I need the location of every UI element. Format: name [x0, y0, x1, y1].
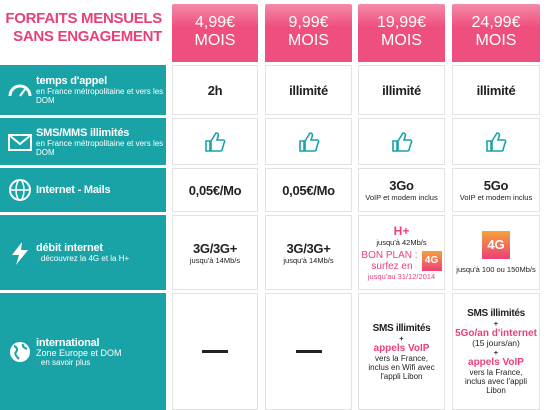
thumb-icon	[486, 131, 507, 152]
cell	[172, 293, 258, 410]
plan-tab: 9,99€ MOIS	[265, 4, 352, 62]
feature-label: débit internetdécouvrez la 4G et la H+	[0, 215, 166, 290]
cell: 2h	[172, 65, 258, 115]
value: 0,05€/Mo	[188, 182, 242, 198]
note: jusqu'à 42Mb/s	[376, 238, 427, 247]
badge: 4G	[482, 231, 510, 259]
cell: illimité	[452, 65, 540, 115]
period: MOIS	[475, 32, 517, 49]
value: SMS illimités	[372, 322, 431, 334]
thumb-icon	[391, 131, 412, 152]
feature-label: SMS/MMS illimités en France métropolitain…	[0, 118, 166, 165]
feature-label: temps d'appel en France métropolitaine et…	[0, 65, 166, 115]
dash	[295, 350, 322, 353]
value: illimité	[382, 82, 421, 98]
value: 3G/3G+	[286, 240, 331, 256]
value: 5Go	[483, 178, 509, 193]
cell: 0,05€/Mo	[265, 168, 352, 212]
value: SMS illimités	[467, 308, 525, 319]
price: 19,99€	[377, 14, 426, 31]
value: 3Go	[389, 178, 414, 193]
value: appels VoIP	[468, 357, 524, 368]
link[interactable]: découvrez la 4G et la H+	[36, 254, 166, 263]
promo-title: BON PLAN :	[361, 250, 418, 261]
cell: 3G/3G+ jusqu'à 14Mb/s	[265, 215, 352, 290]
price: 24,99€	[471, 14, 521, 31]
detail: en France métropolitaine et vers les DOM	[36, 138, 164, 157]
note: (15 jours/an)	[472, 338, 520, 348]
cell	[452, 118, 540, 165]
value: illimité	[289, 82, 328, 98]
dash	[202, 350, 228, 353]
promo-text: BON PLAN : surfez en	[361, 250, 417, 272]
cell	[265, 118, 352, 165]
cell: 0,05€/Mo	[172, 168, 258, 212]
detail: Zone Europe et DOM	[36, 347, 122, 358]
period: MOIS	[381, 32, 422, 49]
plan-tab: 4,99€ MOIS	[172, 4, 258, 62]
value: 2h	[207, 82, 223, 98]
detail: en France métropolitaine et vers les DOM	[36, 87, 164, 105]
value: 3G/3G+	[192, 240, 238, 256]
value: 0,05€/Mo	[282, 182, 335, 198]
cell: SMS illimités + appels VoIP vers la Fran…	[358, 293, 445, 410]
cell: 4G jusqu'à 100 ou 150Mb/s	[452, 215, 540, 290]
plan-tab: 24,99€ MOIS	[452, 4, 540, 62]
price: 4,99€	[194, 14, 236, 31]
note: vers la France, inclus en Wifi avec l'ap…	[368, 353, 435, 381]
cell: 3Go VoIP et modem inclus	[358, 168, 445, 212]
note: jusqu'à 14Mb/s	[189, 255, 241, 265]
note: jusqu'à 100 ou 150Mb/s	[456, 265, 536, 274]
cell: SMS illimités + 5Go/an d'internet (15 jo…	[452, 293, 540, 410]
label: international	[36, 336, 100, 349]
plus: +	[493, 319, 499, 328]
feature-label: Internet - Mails	[0, 168, 166, 212]
promo-date: jusqu'au 31/12/2014	[367, 272, 436, 281]
cell	[358, 118, 445, 165]
value: illimité	[476, 82, 516, 98]
icon	[12, 241, 28, 265]
price: 9,99€	[288, 14, 329, 31]
label: SMS/MMS illimités	[36, 126, 130, 139]
cell: H+ jusqu'à 42Mb/s BON PLAN : surfez en 4G…	[358, 215, 445, 290]
value: H+	[393, 224, 410, 238]
thumb-icon	[298, 131, 319, 152]
title: FORFAITS MENSUELS SANS ENGAGEMENT	[4, 10, 162, 46]
period: MOIS	[288, 32, 329, 49]
cell: 5Go VoIP et modem inclus	[452, 168, 540, 212]
thumb-icon	[205, 131, 226, 152]
cell: 3G/3G+ jusqu'à 14Mb/s	[172, 215, 258, 290]
link[interactable]: en savoir plus	[36, 358, 166, 367]
title-line: SANS ENGAGEMENT	[13, 28, 162, 45]
promo: BON PLAN : surfez en 4G	[361, 250, 442, 272]
plan-tab: 19,99€ MOIS	[358, 4, 445, 62]
icon	[9, 179, 31, 201]
title-line: FORFAITS MENSUELS	[5, 10, 162, 27]
plus: +	[399, 333, 404, 343]
period: MOIS	[194, 32, 236, 49]
label: temps d'appel	[36, 75, 107, 87]
note: vers la France, inclus avec l'appli Libo…	[464, 368, 527, 395]
note: jusqu'à 14Mb/s	[283, 255, 334, 265]
icon	[8, 84, 32, 97]
badge: 4G	[421, 251, 442, 271]
icon	[8, 133, 32, 151]
promo-detail: surfez en	[371, 261, 413, 272]
label: Internet - Mails	[36, 184, 111, 196]
value: appels VoIP	[373, 342, 430, 354]
cell: illimité	[265, 65, 352, 115]
value: 5Go/an d'internet	[455, 328, 537, 339]
label: débit internet	[36, 242, 103, 254]
note: VoIP et modem inclus	[365, 193, 438, 202]
cell	[265, 293, 352, 410]
note: VoIP et modem inclus	[459, 193, 533, 202]
cell: illimité	[358, 65, 445, 115]
icon	[10, 341, 30, 362]
cell	[172, 118, 258, 165]
plus: +	[493, 348, 499, 357]
